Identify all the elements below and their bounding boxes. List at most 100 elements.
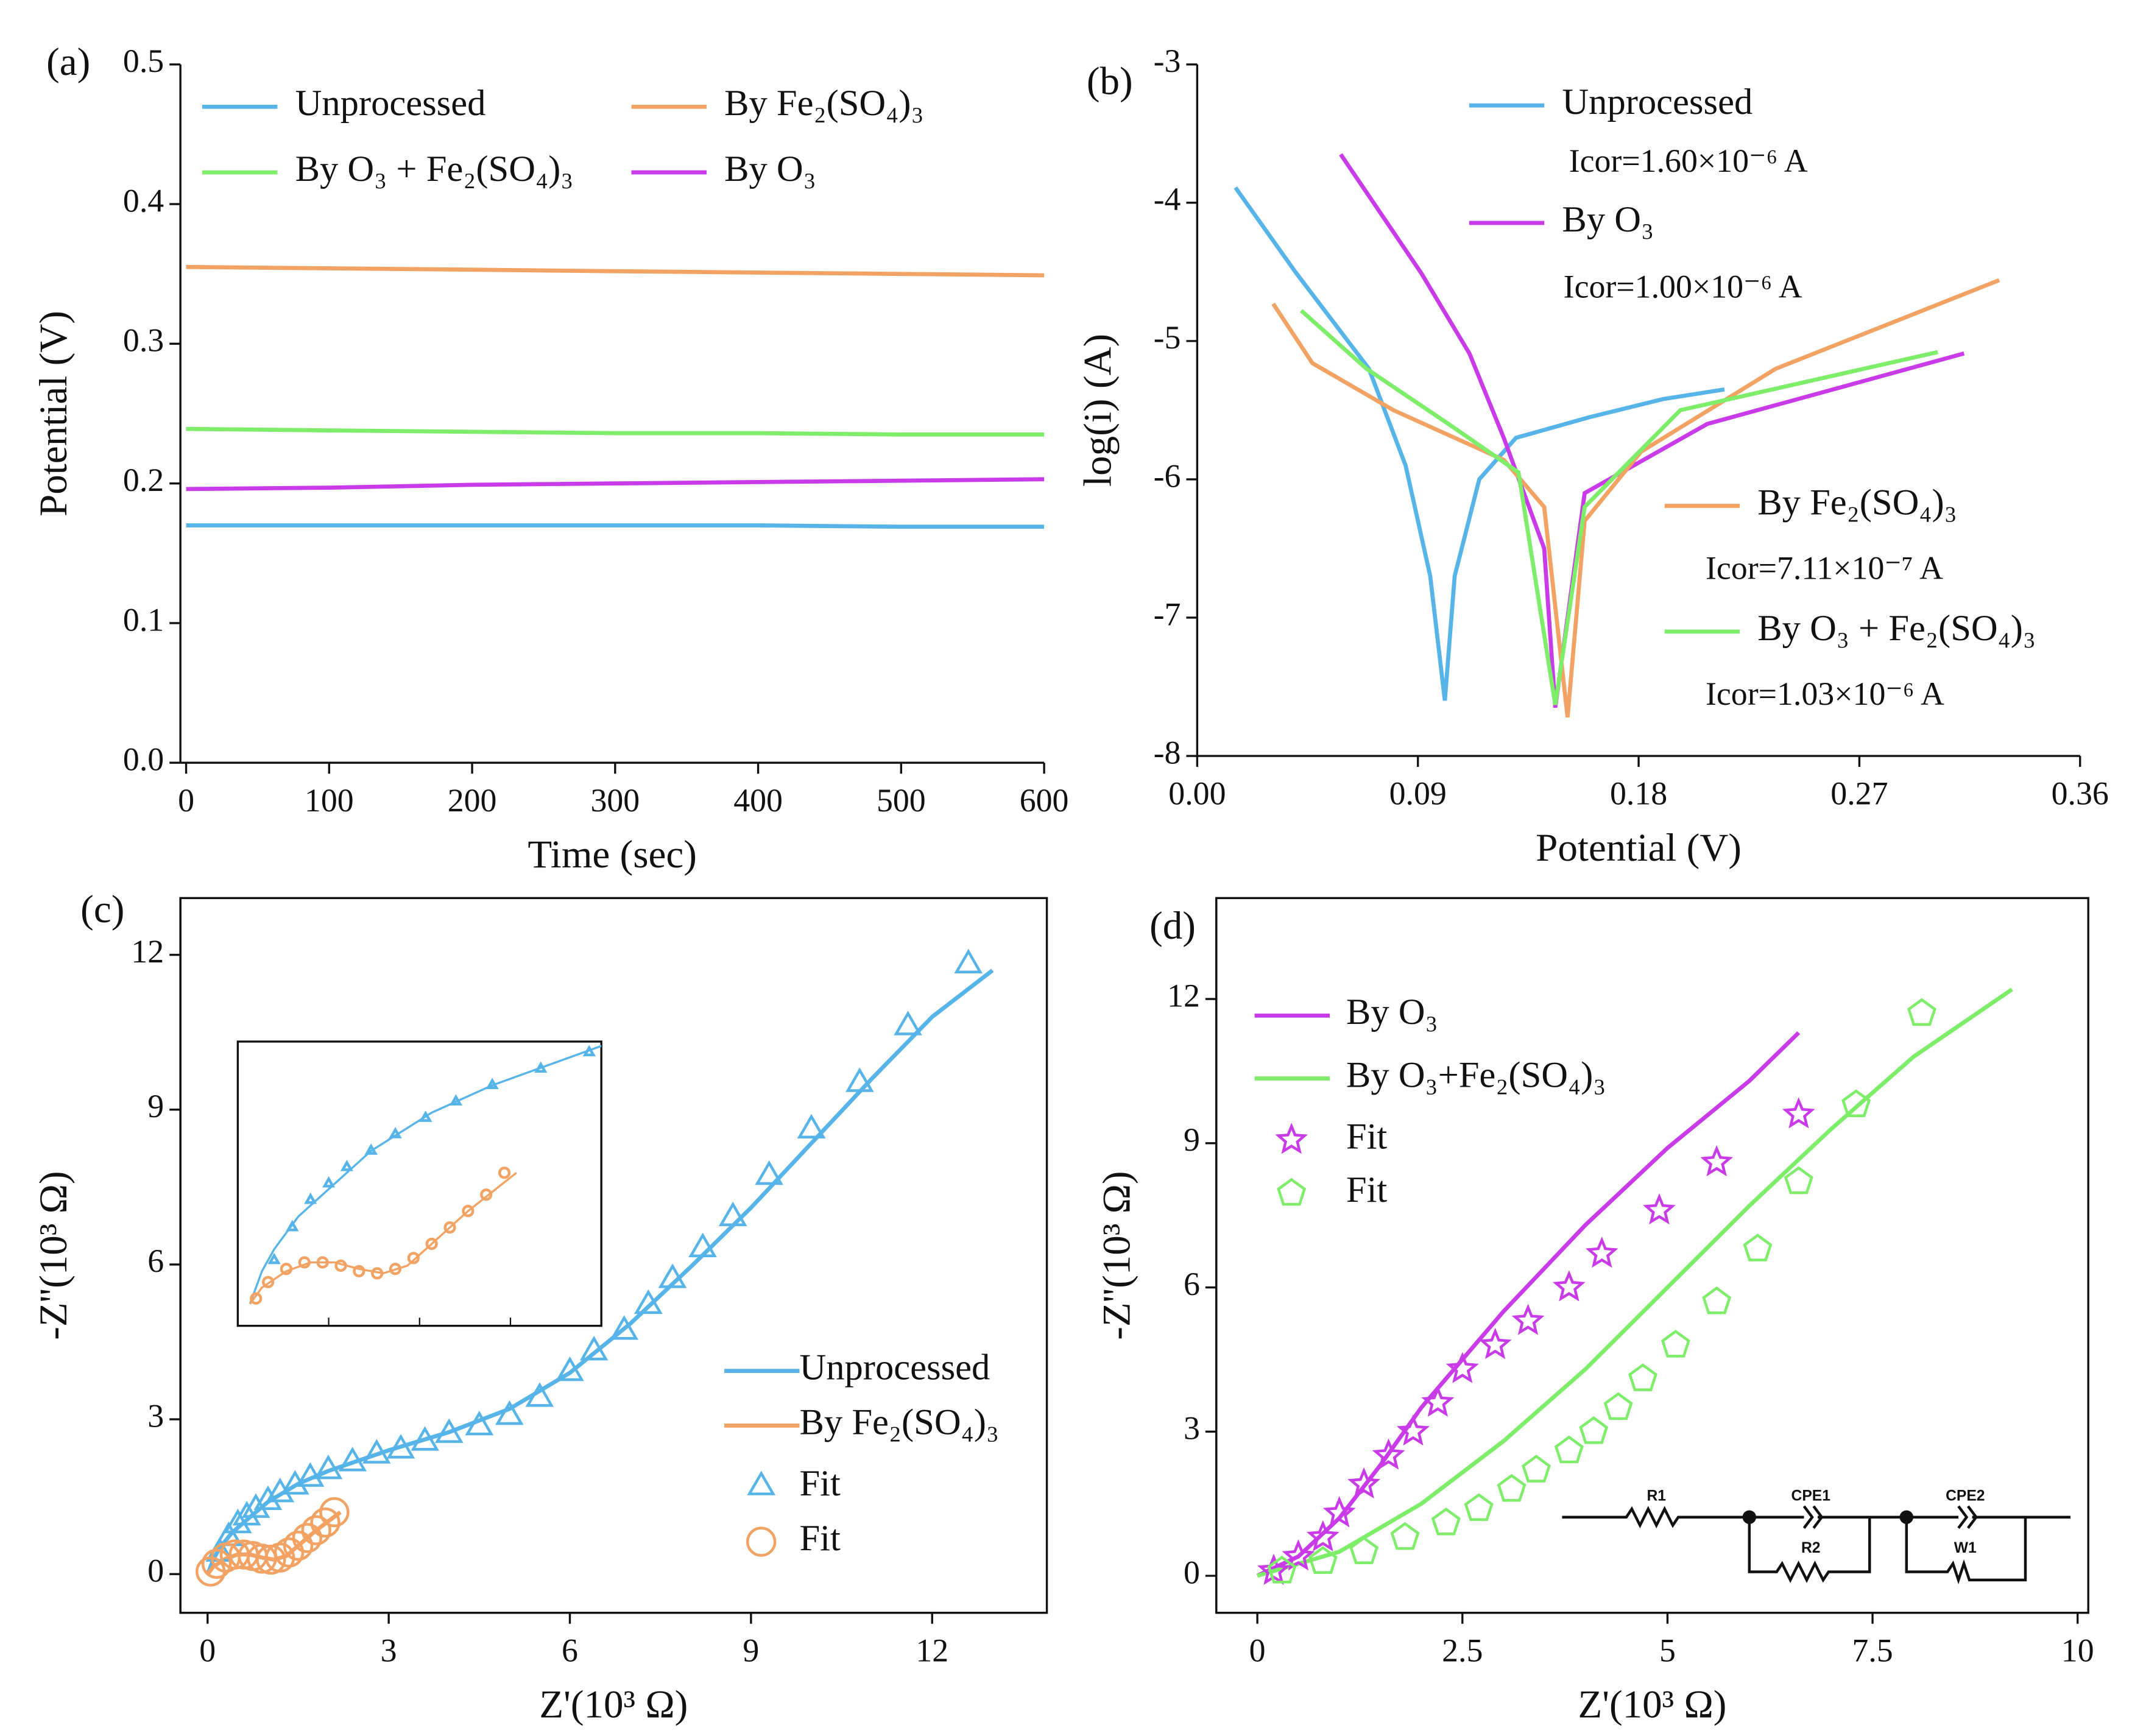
x-axis-title: Z'(10³ Ω) — [539, 1683, 688, 1727]
x-tick-label: 9 — [743, 1632, 759, 1668]
marker — [1267, 1555, 1297, 1584]
marker — [1773, 9, 1781, 16]
legend-label: Fit — [1346, 1116, 1388, 1157]
legend-label: Fit — [1346, 1170, 1388, 1210]
series-line — [186, 426, 1045, 437]
legend-label: Fit — [800, 1463, 841, 1504]
circuit-label: CPE1 — [1791, 1488, 1831, 1505]
legend-label: Unprocessed — [800, 1347, 990, 1388]
x-axis-title: Potential (V) — [1536, 826, 1742, 870]
marker — [292, 1523, 322, 1553]
marker — [1082, 785, 1090, 792]
legend-label: By O₃+Fe₂(SO₄)₃ — [1346, 1054, 1606, 1095]
marker — [746, 1526, 777, 1557]
y-tick-label: 0.4 — [123, 182, 164, 219]
series-line — [249, 1172, 517, 1305]
marker — [334, 1259, 347, 1272]
marker — [852, 965, 860, 973]
marker — [407, 1252, 420, 1265]
x-tick-label: 0 — [178, 782, 194, 819]
y-tick-label: 0 — [1184, 1554, 1200, 1590]
marker — [1554, 1435, 1584, 1464]
marker — [1628, 1363, 1657, 1391]
annotation: Icor=7.11×10⁻⁷ A — [1706, 550, 1943, 587]
marker — [1522, 1455, 1551, 1483]
legend-label: By O₃ — [1562, 199, 1654, 240]
marker — [364, 1143, 378, 1155]
marker — [755, 1160, 783, 1185]
marker — [1372, 457, 1381, 465]
marker — [340, 1159, 354, 1171]
x-tick-label: 3 — [381, 1632, 397, 1668]
inset-plot — [249, 9, 1781, 1305]
marker — [262, 1276, 275, 1288]
marker — [1022, 829, 1030, 836]
x-tick-label: 12 — [916, 1632, 948, 1668]
y-tick-label: -4 — [1154, 181, 1181, 217]
legend-label: By O₃ — [1346, 992, 1438, 1032]
y-tick-label: 0.0 — [123, 741, 164, 778]
marker — [1445, 1352, 1479, 1383]
legend-label: By Fe₂(SO₄)₃ — [800, 1402, 999, 1442]
y-tick-label: 12 — [131, 933, 164, 970]
marker — [973, 873, 981, 880]
marker — [1603, 1392, 1633, 1420]
legend-label: Unprocessed — [1562, 82, 1753, 122]
marker — [443, 1221, 456, 1234]
marker — [634, 1289, 663, 1314]
panel-label: (d) — [1149, 904, 1196, 948]
marker — [280, 1263, 293, 1276]
y-tick-label: 3 — [147, 1397, 164, 1434]
marker — [201, 1548, 232, 1579]
marker — [449, 1094, 463, 1106]
marker — [1349, 1536, 1379, 1564]
x-tick-label: 0.00 — [1168, 775, 1226, 812]
marker — [498, 1166, 511, 1179]
legend-label: By Fe₂(SO₄)₃ — [1757, 482, 1957, 523]
y-tick-label: -6 — [1154, 457, 1181, 494]
marker — [791, 987, 800, 995]
marker — [389, 1263, 402, 1276]
marker — [634, 1037, 641, 1044]
panel-label: (a) — [46, 40, 90, 84]
marker — [797, 1113, 826, 1139]
marker — [232, 1501, 261, 1526]
marker — [371, 1267, 384, 1280]
marker — [1478, 1327, 1512, 1360]
marker — [338, 1447, 367, 1472]
legend-label: Unprocessed — [295, 83, 486, 124]
marker — [610, 1315, 639, 1340]
y-tick-label: -5 — [1154, 319, 1181, 356]
inset-frame — [236, 1040, 602, 1327]
x-tick-label: 600 — [1020, 782, 1069, 819]
marker — [1322, 1496, 1356, 1528]
marker — [1585, 1237, 1618, 1268]
y-tick-label: 6 — [147, 1243, 164, 1279]
y-tick-label: 0.2 — [123, 462, 164, 498]
marker — [747, 1470, 776, 1495]
marker — [1240, 610, 1248, 618]
x-tick-label: 200 — [448, 782, 497, 819]
marker — [274, 1537, 305, 1568]
x-tick-label: 10 — [2061, 1632, 2094, 1668]
marker — [682, 1020, 691, 1028]
y-tick-label: -7 — [1154, 596, 1181, 632]
marker — [353, 1265, 365, 1277]
x-tick-label: 0.27 — [1830, 775, 1888, 812]
marker — [304, 1192, 317, 1204]
y-axis-title: Potential (V) — [32, 311, 76, 517]
marker — [1421, 1385, 1455, 1417]
marker — [465, 1410, 494, 1436]
marker — [954, 948, 983, 973]
marker — [1511, 1304, 1545, 1335]
marker — [718, 1201, 747, 1227]
marker — [310, 1507, 341, 1538]
marker — [1282, 1539, 1315, 1571]
series-line — [1257, 987, 2013, 1578]
series-line — [186, 523, 1045, 529]
marker — [295, 1462, 325, 1487]
marker — [1390, 1522, 1420, 1550]
marker — [223, 1508, 252, 1534]
y-tick-label: 0.5 — [123, 43, 164, 79]
series-line — [1271, 278, 2000, 718]
